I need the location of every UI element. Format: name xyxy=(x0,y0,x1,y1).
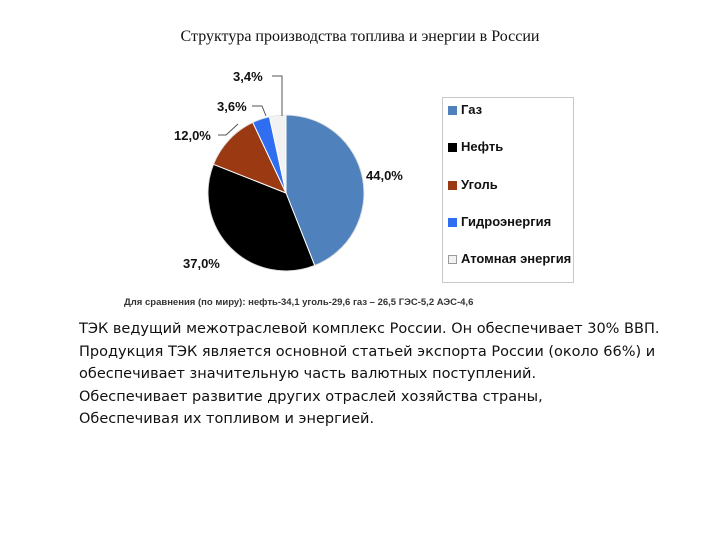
legend-label-coal: Уголь xyxy=(461,177,498,192)
legend-swatch-coal xyxy=(448,181,457,190)
leader-line-nuclear xyxy=(272,75,283,116)
text-line: Обеспечивает развитие других отраслей хо… xyxy=(79,388,543,405)
legend-item-gas: Газ xyxy=(448,102,573,117)
data-label-nuclear: 3,4% xyxy=(233,69,263,84)
chart-title: Структура производства топлива и энергии… xyxy=(180,28,540,45)
legend-label-nuclear: Атомная энергия xyxy=(461,251,572,266)
data-label-coal: 12,0% xyxy=(174,128,211,143)
text-line: Продукция ТЭК является основной статьей … xyxy=(79,343,656,360)
legend-item-coal: Уголь xyxy=(448,177,573,192)
data-label-hydro: 3,6% xyxy=(217,99,247,114)
data-label-oil: 37,0% xyxy=(183,256,220,271)
text-line: Обеспечивая их топливом и энергией. xyxy=(79,411,375,427)
pie-outline xyxy=(207,114,365,272)
chart-footnote: Для сравнения (по миру): нефть-34,1 угол… xyxy=(124,297,474,308)
legend-item-oil: Нефть xyxy=(448,139,573,154)
legend-label-oil: Нефть xyxy=(461,139,504,154)
legend-swatch-hydro xyxy=(448,218,457,227)
legend-item-nuclear: Атомная энергия xyxy=(448,251,573,266)
pie-chart: 44,0% 37,0% 12,0% 3,6% 3,4% xyxy=(174,69,403,272)
legend-label-gas: Газ xyxy=(461,102,483,117)
text-line: обеспечивает значительную часть валютных… xyxy=(79,366,537,382)
data-label-gas: 44,0% xyxy=(366,168,403,183)
legend-label-hydro: Гидроэнергия xyxy=(461,214,552,229)
leader-line-coal xyxy=(218,123,239,136)
body-text: ТЭК ведущий межотраслевой комплекс Росси… xyxy=(79,318,699,431)
legend-item-hydro: Гидроэнергия xyxy=(448,214,573,229)
chart-legend: Газ Нефть Уголь Гидроэнергия Атомная эне… xyxy=(442,97,574,283)
legend-swatch-gas xyxy=(448,106,457,115)
leader-line-hydro xyxy=(252,105,267,117)
legend-swatch-nuclear xyxy=(448,255,457,264)
text-line: ТЭК ведущий межотраслевой комплекс Росси… xyxy=(79,321,660,337)
legend-swatch-oil xyxy=(448,143,457,152)
